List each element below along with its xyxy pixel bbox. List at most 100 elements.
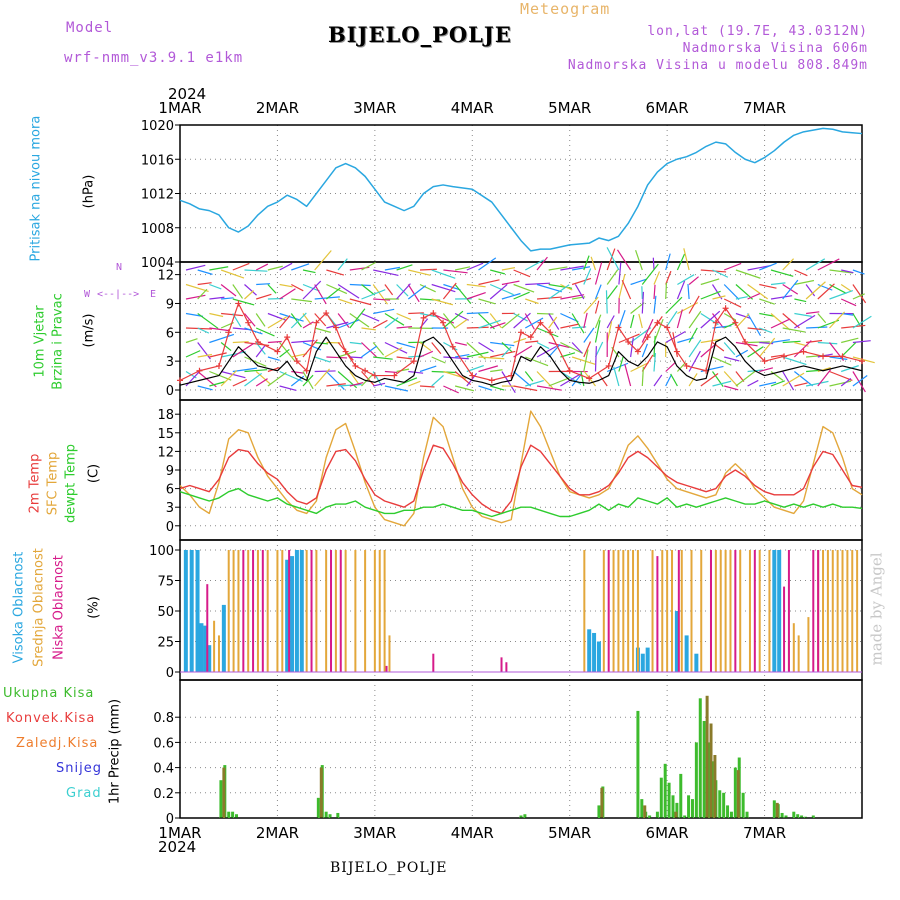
wind-arrow: [325, 371, 345, 390]
wind-gust-marker: [449, 343, 456, 350]
cloud-bar: [753, 550, 756, 672]
wind-arrow: [793, 340, 812, 358]
wind-arrow: [770, 318, 791, 329]
ytick-label: 3: [166, 355, 174, 370]
wind-arrow: [606, 321, 613, 343]
dewpoint-line: [179, 487, 863, 518]
cloud-bar: [385, 665, 388, 672]
wind-arrow: [501, 267, 516, 271]
wind-arrow: [840, 378, 852, 387]
wind-arrow: [583, 268, 592, 285]
wind-gust-marker: [274, 348, 281, 355]
wind-arrow: [349, 283, 371, 287]
wind-arrow: [419, 365, 437, 373]
precip-bar: [643, 805, 647, 818]
wind-arrow: [759, 283, 777, 289]
wind-arrow: [712, 269, 729, 278]
wind-arrow: [560, 312, 579, 323]
wind-arrow: [630, 337, 634, 358]
wind-arrow: [770, 269, 794, 277]
wind-arrow: [513, 312, 531, 329]
wind-arrow: [852, 315, 872, 329]
precip-bar: [718, 790, 722, 818]
xtick-label-top: 1MAR: [158, 99, 201, 117]
wind-arrow: [466, 291, 486, 300]
wind-arrow: [829, 311, 846, 329]
wind-arrow: [676, 309, 683, 329]
xtick-label-bottom: 1MAR: [158, 824, 201, 842]
wind-arrow: [548, 377, 571, 387]
wind-arrow: [653, 352, 656, 372]
cloud-bar: [354, 550, 357, 672]
wind-gust-marker: [644, 334, 651, 341]
ytick-label: 100: [149, 544, 174, 559]
wind-arrow: [782, 279, 799, 300]
wind-arrow: [583, 255, 590, 271]
wind-gust-marker: [362, 367, 369, 374]
wind-arrow: [478, 257, 497, 271]
precip-bar: [745, 811, 749, 818]
wind-arrow: [490, 269, 505, 275]
cloud-bar: [206, 584, 209, 672]
wind-arrow: [244, 290, 255, 300]
wind-gust-marker: [177, 377, 183, 384]
wind-arrow: [326, 356, 348, 359]
wind-arrow: [794, 279, 815, 286]
wind-arrow: [267, 316, 287, 329]
cloud-bar: [310, 550, 313, 672]
wind-arrow: [501, 313, 520, 329]
wind-arrow: [478, 385, 493, 391]
wind-arrow: [326, 287, 341, 300]
wind-arrow: [770, 313, 791, 331]
cloud-bar: [237, 550, 240, 672]
wind-arrow: [349, 371, 360, 385]
wind-arrow: [613, 366, 620, 387]
wind-arrow: [372, 319, 388, 329]
wind-arrow: [279, 385, 297, 392]
wind-arrow: [361, 342, 377, 358]
wind-arrow: [337, 258, 348, 271]
wind-arrow: [700, 373, 719, 387]
wind-arrow: [372, 342, 385, 356]
cloud-bar: [632, 550, 635, 672]
wind-gust-marker: [683, 362, 690, 369]
wind-arrow: [641, 291, 645, 314]
wind-arrow: [489, 283, 508, 300]
wind-arrow: [478, 298, 496, 305]
wind-arrow: [571, 313, 585, 334]
wind-arrow: [723, 371, 739, 387]
wind-arrow: [384, 341, 408, 354]
wind-arrow: [209, 352, 227, 358]
precip-bar: [741, 792, 745, 818]
precip-bar: [772, 800, 776, 818]
wind-arrow: [302, 339, 318, 358]
wind-arrow: [571, 266, 591, 271]
wind-arrow: [314, 370, 336, 373]
wind-arrow: [525, 379, 544, 387]
wind-arrow: [676, 253, 686, 271]
wind-arrow: [560, 341, 584, 354]
ytick-label: 0: [166, 520, 174, 535]
wind-arrow: [209, 266, 229, 271]
wind-arrow: [396, 368, 410, 373]
cloud-bar: [645, 647, 650, 672]
cloud-bar: [617, 550, 620, 672]
wind-arrow: [501, 280, 520, 286]
wind-arrow: [384, 317, 399, 329]
wind-arrow: [616, 249, 632, 271]
wind-arrow: [290, 312, 307, 329]
pressure-line: [179, 127, 863, 252]
wind-arrow: [454, 353, 470, 358]
cloud-bar: [256, 550, 259, 672]
precip-bar: [775, 802, 779, 818]
wind-arrow: [782, 327, 806, 333]
wind-arrow: [302, 269, 316, 274]
cloud-bar: [227, 550, 230, 672]
precip-bar: [519, 815, 523, 818]
wind-arrow: [220, 342, 232, 352]
xtick-label-bottom: 7MAR: [743, 824, 786, 842]
wind-arrow: [396, 325, 413, 329]
compass-e: E: [150, 289, 157, 300]
wind-arrow: [641, 354, 654, 372]
wind-arrow: [513, 312, 528, 322]
